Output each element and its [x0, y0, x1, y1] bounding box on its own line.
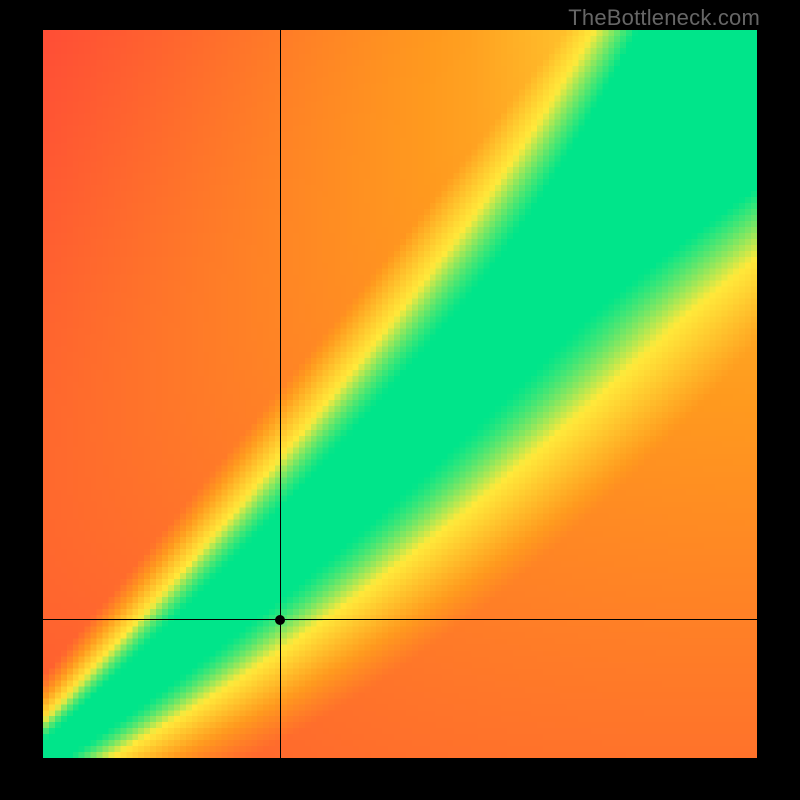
selection-marker	[275, 615, 285, 625]
crosshair-vertical	[280, 30, 281, 758]
crosshair-horizontal	[43, 619, 757, 620]
bottleneck-heatmap	[43, 30, 757, 758]
watermark-text: TheBottleneck.com	[568, 5, 760, 31]
chart-container: TheBottleneck.com	[0, 0, 800, 800]
